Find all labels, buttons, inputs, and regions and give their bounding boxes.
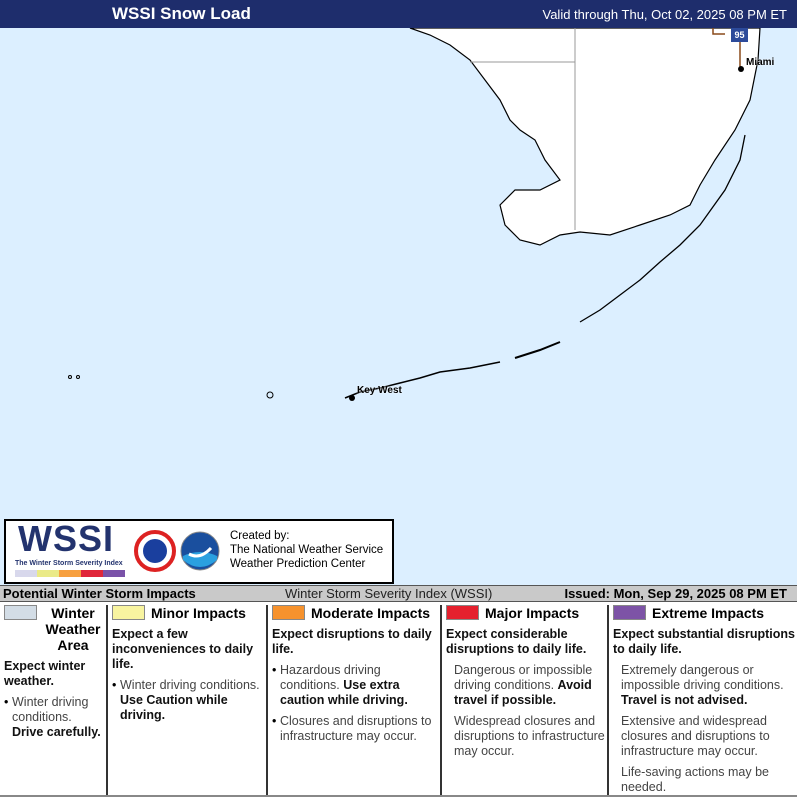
impact-category-moderate-impacts: Moderate Impacts Expect disruptions to da… <box>266 605 438 795</box>
legend-title: Potential Winter Storm Impacts <box>3 586 196 601</box>
credit-text: Created by: The National Weather Service W… <box>230 530 384 570</box>
map-land <box>68 27 761 401</box>
category-expectation: Expect winter weather. <box>4 659 86 688</box>
header-bar: WSSI Snow Load Valid through Thu, Oct 02… <box>0 0 797 28</box>
category-expectation: Expect considerable disruptions to daily… <box>446 627 587 656</box>
impact-category-major-impacts: Major Impacts Expect considerable disrupt… <box>440 605 606 795</box>
category-expectation: Expect substantial disruptions to daily … <box>613 627 795 656</box>
interstate-95-shield: 95 <box>731 28 748 42</box>
wssi-wordmark: WSSI <box>18 518 115 559</box>
category-expectation: Expect disruptions to daily life. <box>272 627 432 656</box>
category-title: Moderate Impacts <box>311 605 431 621</box>
category-swatch <box>446 605 479 620</box>
category-detail: Widespread closures and disruptions to i… <box>454 714 605 758</box>
severity-color-bar <box>15 570 125 577</box>
category-detail: Extremely dangerous or impossible drivin… <box>621 663 784 707</box>
category-swatch <box>272 605 305 620</box>
category-expectation: Expect a few inconveniences to daily lif… <box>112 627 254 671</box>
category-swatch <box>4 605 37 620</box>
category-swatch <box>112 605 145 620</box>
nws-logo-icon <box>134 530 176 572</box>
impact-legend: Winter Weather Area Expect winter weather… <box>0 602 797 797</box>
category-swatch <box>613 605 646 620</box>
category-detail: Hazardous driving conditions. Use extra … <box>272 663 438 708</box>
city-label-key-west: Key West <box>357 385 402 396</box>
category-title: Major Impacts <box>485 605 580 621</box>
map: 95 Miami Key West <box>0 27 797 585</box>
category-detail: Dangerous or impossible driving conditio… <box>454 663 593 707</box>
valid-time: Valid through Thu, Oct 02, 2025 08 PM ET <box>542 7 788 22</box>
category-title: Winter Weather Area <box>45 605 101 653</box>
wssi-subtitle: The Winter Storm Severity Index <box>15 560 123 567</box>
impact-category-extreme-impacts: Extreme Impacts Expect substantial disrup… <box>607 605 795 795</box>
category-detail: Closures and disruptions to infrastructu… <box>272 714 438 744</box>
impact-category-winter-weather-area: Winter Weather Area Expect winter weather… <box>4 605 104 795</box>
category-detail: Extensive and widespread closures and di… <box>621 714 770 758</box>
issued-time: Issued: Mon, Sep 29, 2025 08 PM ET <box>564 586 787 601</box>
category-detail: Life-saving actions may be needed. <box>621 765 769 794</box>
legend-index-name: Winter Storm Severity Index (WSSI) <box>285 586 493 601</box>
category-title: Minor Impacts <box>151 605 246 621</box>
category-title: Extreme Impacts <box>652 605 765 621</box>
category-detail: Winter driving conditions. Drive careful… <box>4 695 104 740</box>
map-title: WSSI Snow Load <box>112 4 251 23</box>
category-detail: Winter driving conditions. Use Caution w… <box>112 678 264 723</box>
wssi-logo-box: WSSI The Winter Storm Severity Index Cre… <box>4 519 394 584</box>
noaa-logo-icon <box>180 531 220 571</box>
city-label-miami: Miami <box>746 57 775 68</box>
legend-header: Potential Winter Storm Impacts Winter St… <box>0 585 797 602</box>
impact-category-minor-impacts: Minor Impacts Expect a few inconveniences… <box>106 605 264 795</box>
